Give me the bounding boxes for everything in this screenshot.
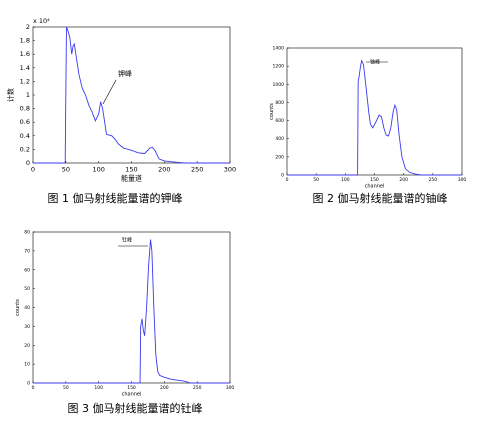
x-tick-label: 300 <box>224 166 236 174</box>
y-tick-label: 0 <box>26 159 30 167</box>
y-axis-label: 计数 <box>6 88 15 102</box>
y-tick-label: 1200 <box>273 64 285 70</box>
y-tick-label: 600 <box>275 118 284 124</box>
x-tick-label: 0 <box>32 385 35 391</box>
y-tick-label: 80 <box>24 230 30 236</box>
y-tick-label: 1.6 <box>20 50 30 58</box>
figure-caption: 图 3 伽马射线能量谱的钍峰 <box>68 401 203 415</box>
y-tick-label: 1 <box>26 91 30 99</box>
y-tick-label: 0.4 <box>20 132 30 140</box>
y-tick-label: 30 <box>24 324 30 330</box>
y-tick-label: 10 <box>24 362 30 368</box>
y-axis-label: counts <box>269 103 275 120</box>
x-tick-label: 250 <box>429 177 438 183</box>
y-tick-label: 200 <box>275 154 284 160</box>
y-tick-label: 40 <box>24 305 30 311</box>
plot-frame <box>32 231 231 384</box>
x-axis-label: 能量道 <box>121 174 142 183</box>
x-tick-label: 100 <box>341 177 350 183</box>
series-line <box>33 239 230 384</box>
y-tick-label: 60 <box>24 267 30 273</box>
y-axis-label: counts <box>15 299 21 316</box>
x-tick-label: 100 <box>94 385 103 391</box>
y-tick-label: 0.6 <box>20 118 30 126</box>
x-tick-label: 50 <box>63 385 69 391</box>
x-tick-label: 250 <box>193 385 202 391</box>
scale-note: x 10⁴ <box>33 17 50 25</box>
y-tick-label: 50 <box>24 286 30 292</box>
y-tick-label: 1.4 <box>20 64 30 72</box>
x-axis-label: channel <box>365 183 385 189</box>
annotation-arrow <box>102 79 117 105</box>
annotation: 钾峰 <box>118 69 132 78</box>
y-tick-label: 400 <box>275 136 284 142</box>
x-tick-label: 200 <box>399 177 408 183</box>
plot-frame <box>32 26 231 164</box>
y-tick-label: 1.2 <box>20 77 30 85</box>
x-tick-label: 250 <box>191 166 203 174</box>
x-tick-label: 150 <box>125 166 137 174</box>
x-axis-label: channel <box>122 391 142 397</box>
y-tick-label: 1.8 <box>20 37 30 45</box>
series-line <box>287 59 462 176</box>
series-line <box>33 26 230 164</box>
y-tick-label: 0 <box>281 173 284 179</box>
plot-frame <box>286 47 463 176</box>
x-tick-label: 50 <box>313 177 319 183</box>
x-tick-label: 50 <box>62 166 70 174</box>
y-tick-label: 70 <box>24 248 30 254</box>
figure-caption: 图 2 伽马射线能量谱的铀峰 <box>313 191 448 205</box>
x-tick-label: 0 <box>286 177 289 183</box>
x-tick-label: 100 <box>92 166 104 174</box>
x-tick-label: 200 <box>160 385 169 391</box>
y-tick-label: 1400 <box>273 46 285 52</box>
y-tick-label: 800 <box>275 100 284 106</box>
figure-caption: 图 1 伽马射线能量谱的钾峰 <box>48 191 183 205</box>
x-tick-label: 300 <box>226 385 235 391</box>
x-tick-label: 0 <box>31 166 35 174</box>
y-tick-label: 0 <box>27 381 30 387</box>
annotation: 钍峰 <box>122 237 132 244</box>
y-tick-label: 2 <box>26 23 30 31</box>
y-tick-label: 1000 <box>273 82 285 88</box>
x-tick-label: 200 <box>158 166 170 174</box>
y-tick-label: 0.8 <box>20 105 30 113</box>
x-tick-label: 150 <box>127 385 136 391</box>
y-tick-label: 0.2 <box>20 145 30 153</box>
x-tick-label: 150 <box>370 177 379 183</box>
x-tick-label: 300 <box>458 177 467 183</box>
y-tick-label: 20 <box>24 343 30 349</box>
